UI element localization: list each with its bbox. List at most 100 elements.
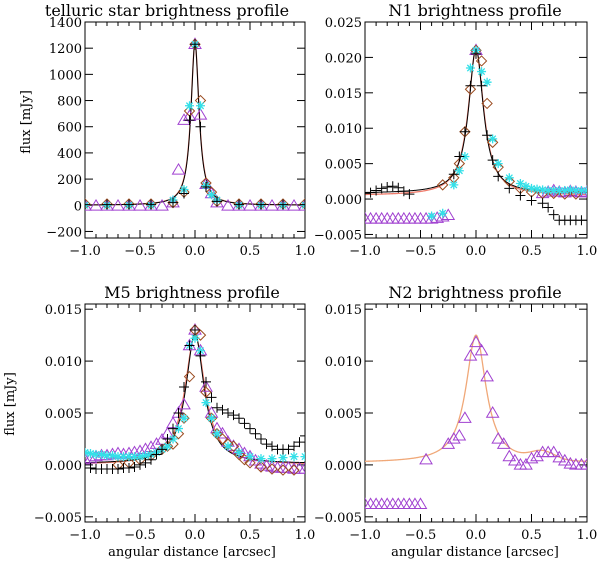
series-asterisk	[85, 39, 305, 210]
data-point-diamond	[85, 198, 91, 210]
plot-frame	[84, 21, 306, 239]
y-tick-label: 0.000	[325, 459, 362, 474]
data-point-diamond	[288, 464, 300, 476]
y-tick-label: −200	[46, 225, 82, 240]
data-point-triangle	[89, 198, 103, 211]
data-point-cross	[543, 202, 554, 213]
data-point-asterisk	[488, 134, 498, 144]
data-point-asterisk	[207, 190, 216, 200]
data-point-triangle	[254, 456, 268, 469]
data-point-cross	[548, 209, 559, 220]
data-point-asterisk	[289, 452, 299, 462]
data-point-asterisk	[190, 333, 200, 343]
data-point-diamond	[255, 461, 267, 473]
data-point-triangle	[441, 208, 456, 221]
data-point-diamond	[161, 440, 174, 452]
x-tick-label: 1.0	[577, 528, 598, 543]
fit-curve	[85, 40, 305, 206]
data-point-cross	[212, 196, 222, 207]
data-point-triangle	[177, 397, 191, 410]
y-tick-label: 0.000	[325, 193, 362, 208]
series-triangle	[85, 322, 305, 474]
x-tick-label: −0.5	[124, 244, 156, 259]
data-point-triangle	[452, 428, 467, 441]
x-tick-label: −0.5	[124, 528, 156, 543]
data-point-asterisk	[515, 178, 525, 188]
data-point-cross	[239, 418, 250, 429]
y-tick-label: 0.025	[325, 16, 362, 31]
y-tick-label: 1400	[49, 16, 82, 31]
data-point-asterisk	[196, 101, 205, 111]
data-point-triangle	[496, 437, 511, 449]
data-point-triangle	[485, 406, 500, 418]
data-point-triangle	[199, 380, 213, 392]
data-point-cross	[173, 408, 184, 418]
data-point-cross	[365, 188, 370, 199]
panel-title: N2 brightness profile	[388, 283, 561, 302]
data-point-triangle	[430, 211, 445, 223]
x-tick-label: 0.5	[240, 528, 261, 543]
data-point-cross	[228, 410, 239, 421]
data-point-cross	[190, 39, 200, 50]
data-point-cross	[526, 195, 537, 206]
data-point-cross	[487, 155, 498, 166]
data-point-triangle	[226, 439, 241, 451]
data-point-asterisk	[449, 180, 459, 190]
data-point-triangle	[491, 431, 506, 444]
y-tick-label: 800	[57, 95, 82, 110]
data-point-asterisk	[163, 441, 172, 451]
data-point-cross	[365, 187, 376, 198]
data-point-cross	[217, 404, 228, 415]
data-point-cross	[261, 439, 272, 450]
series-cross	[85, 324, 305, 475]
y-tick-label: 0.005	[45, 407, 82, 422]
x-tick-label: 0.5	[240, 244, 261, 259]
data-point-triangle	[133, 198, 147, 211]
data-point-asterisk	[245, 452, 255, 462]
data-point-cross	[184, 115, 195, 126]
x-tick-label: −1.0	[69, 244, 101, 259]
data-point-cross	[168, 197, 178, 208]
data-point-asterisk	[543, 186, 553, 196]
data-point-cross	[201, 181, 211, 192]
data-point-asterisk	[477, 67, 487, 77]
data-point-triangle	[413, 497, 428, 510]
data-point-diamond	[266, 463, 278, 475]
data-point-asterisk	[571, 186, 581, 196]
data-point-cross	[537, 198, 548, 209]
y-tick-label: 0.010	[325, 355, 362, 370]
y-tick-label: −0.005	[34, 511, 82, 526]
data-point-triangle	[243, 198, 257, 211]
data-point-triangle	[171, 162, 186, 175]
panel-n1: N1 brightness profile −1.0 −0.5 0.0 0.5 1.0 −…	[314, 1, 597, 259]
data-point-asterisk	[135, 452, 145, 462]
data-point-cross	[124, 199, 134, 210]
data-point-triangle	[502, 449, 517, 462]
series-triangle	[85, 37, 305, 211]
y-tick-label: 0.005	[325, 407, 362, 422]
data-point-cross	[404, 189, 415, 200]
data-point-triangle	[557, 453, 572, 466]
data-point-cross	[300, 430, 305, 441]
data-point-asterisk	[119, 452, 128, 462]
data-point-cross	[371, 185, 382, 196]
plot-area	[85, 37, 305, 211]
x-tick-label: 0.0	[466, 244, 487, 259]
data-point-triangle	[480, 369, 494, 382]
data-point-asterisk	[565, 185, 575, 195]
data-point-asterisk	[454, 166, 464, 176]
data-point-diamond	[464, 83, 477, 95]
data-point-triangle	[507, 453, 522, 466]
data-point-triangle	[580, 457, 587, 470]
data-point-diamond	[183, 370, 196, 383]
data-point-cross	[234, 199, 244, 210]
data-point-cross	[234, 413, 244, 424]
data-point-cross	[190, 324, 200, 335]
data-point-asterisk	[146, 450, 156, 460]
data-point-triangle	[155, 198, 169, 211]
y-tick-label: 0	[74, 199, 82, 214]
data-point-cross	[201, 376, 211, 387]
x-tick-label: 0.0	[185, 244, 206, 259]
data-point-asterisk	[185, 101, 194, 111]
data-point-asterisk	[538, 185, 548, 195]
